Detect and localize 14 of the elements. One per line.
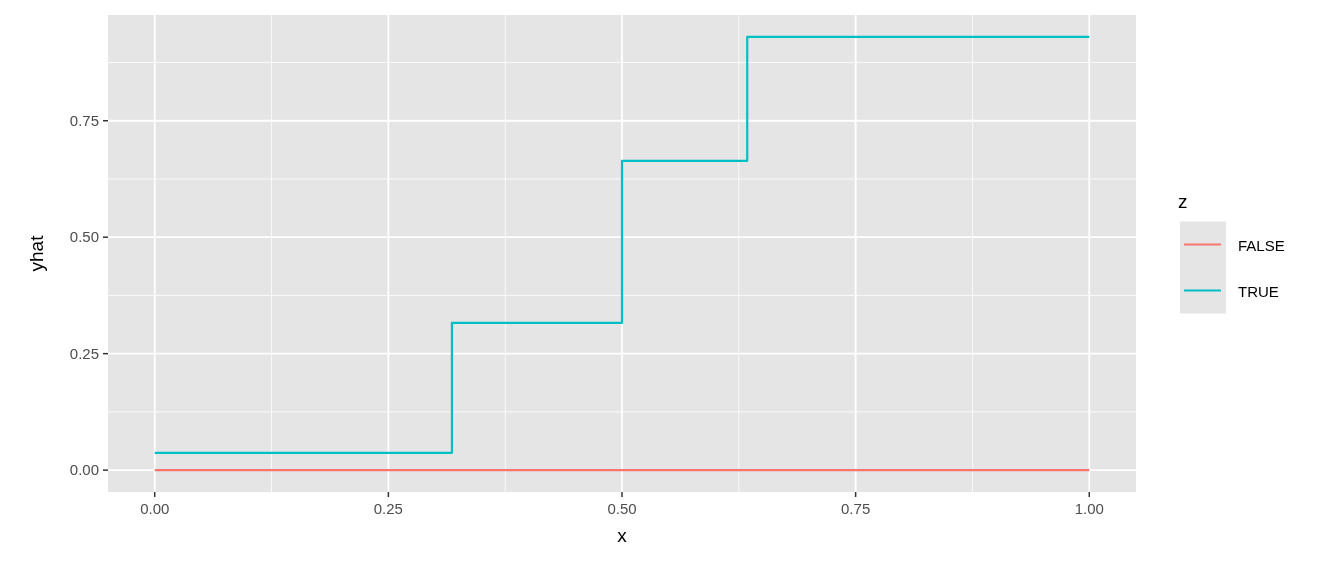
x-axis-title: x: [617, 525, 628, 546]
legend-label: TRUE: [1238, 282, 1279, 300]
y-tick-label: 0.50: [69, 228, 99, 246]
x-tick-label: 0.75: [841, 500, 871, 517]
y-tick-label: 0.00: [69, 461, 99, 479]
y-tick-label: 0.75: [69, 111, 99, 129]
x-tick-label: 0.00: [140, 500, 170, 517]
legend-title: z: [1178, 190, 1188, 212]
x-tick-label: 1.00: [1074, 500, 1104, 517]
x-tick-label: 0.50: [607, 500, 637, 517]
y-tick-label: 0.25: [69, 344, 99, 362]
legend-label: FALSE: [1238, 236, 1285, 254]
x-tick-label: 0.25: [373, 500, 403, 517]
y-axis-title: yhat: [26, 234, 47, 272]
